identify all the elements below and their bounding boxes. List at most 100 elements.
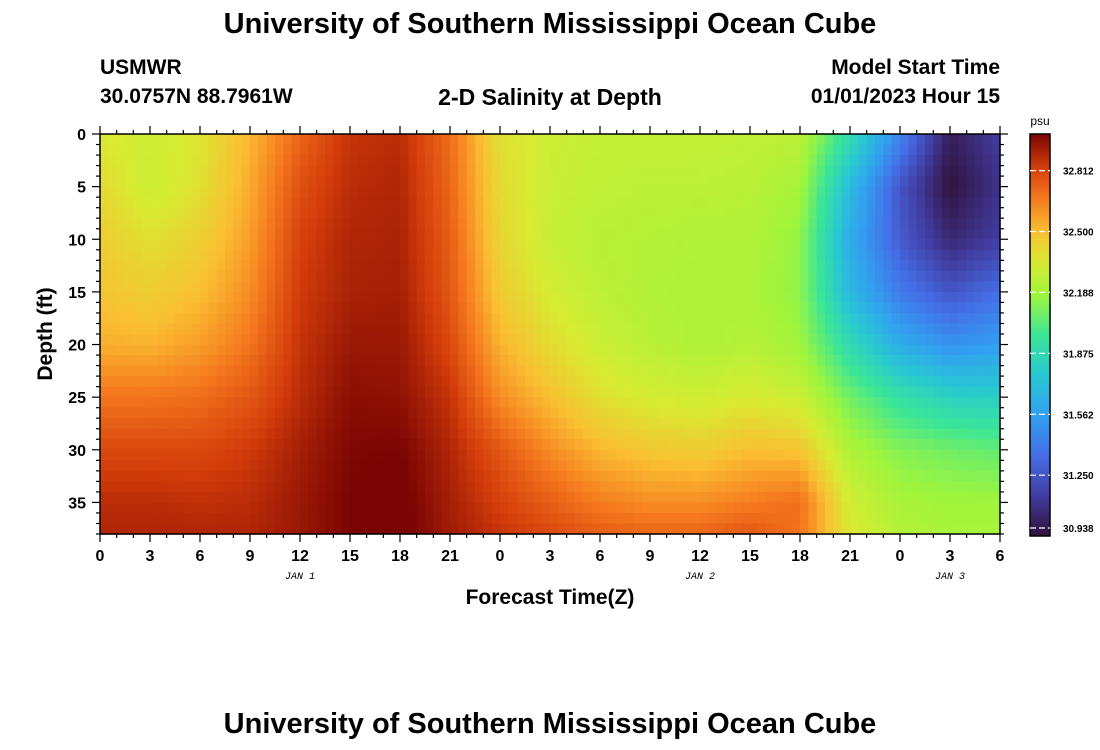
heatmap-cell (191, 176, 201, 188)
heatmap-cell (825, 228, 834, 240)
heatmap-cell (666, 418, 676, 430)
heatmap-cell (950, 344, 959, 356)
x-tick-label: 0 (496, 548, 505, 565)
heatmap-cell (775, 197, 784, 209)
heatmap-cell (116, 344, 126, 356)
heatmap-cell (750, 176, 759, 188)
heatmap-cell (775, 491, 784, 504)
heatmap-cell (991, 470, 1001, 482)
heatmap-cell (491, 249, 501, 261)
heatmap-cell (875, 281, 884, 293)
heatmap-cell (225, 239, 234, 251)
heatmap-cell (516, 334, 526, 346)
heatmap-cell (875, 323, 884, 335)
heatmap-cell (883, 312, 893, 325)
heatmap-cell (775, 449, 784, 461)
heatmap-cell (191, 334, 201, 346)
heatmap-cell (541, 365, 551, 377)
heatmap-cell (283, 344, 293, 356)
heatmap-cell (666, 449, 676, 461)
heatmap-cell (275, 491, 284, 504)
heatmap-cell (416, 186, 426, 198)
heatmap-cell (708, 502, 718, 514)
heatmap-cell (891, 418, 901, 430)
heatmap-cell (325, 365, 334, 377)
heatmap-cell (991, 281, 1001, 293)
heatmap-cell (258, 386, 268, 398)
heatmap-cell (525, 270, 534, 282)
heatmap-cell (700, 344, 709, 356)
heatmap-cell (541, 323, 551, 335)
heatmap-cell (125, 312, 134, 325)
heatmap-cell (533, 312, 543, 325)
heatmap-cell (733, 144, 743, 156)
heatmap-cell (416, 155, 426, 167)
heatmap-cell (983, 428, 993, 440)
heatmap-cell (625, 260, 634, 272)
heatmap-cell (708, 260, 718, 272)
heatmap-cell (908, 197, 918, 209)
heatmap-cell (500, 281, 509, 293)
heatmap-cell (316, 523, 326, 535)
heatmap-cell (891, 239, 901, 251)
heatmap-cell (808, 323, 818, 335)
heatmap-cell (583, 439, 593, 451)
heatmap-cell (825, 460, 834, 472)
heatmap-cell (900, 376, 909, 388)
heatmap-cell (858, 197, 868, 209)
heatmap-cell (750, 355, 759, 367)
heatmap-cell (100, 291, 109, 304)
heatmap-cell (775, 512, 784, 525)
heatmap-cell (400, 155, 409, 167)
heatmap-cell (200, 355, 209, 367)
heatmap-cell (291, 260, 301, 272)
heatmap-cell (675, 491, 684, 504)
heatmap-cell (816, 155, 826, 167)
heatmap-cell (458, 512, 468, 525)
heatmap-cell (800, 165, 809, 177)
heatmap-cell (150, 407, 159, 419)
heatmap-cell (100, 239, 109, 251)
heatmap-cell (158, 302, 168, 314)
day-label: JAN 2 (685, 572, 715, 583)
heatmap-cell (175, 523, 184, 535)
heatmap-cell (500, 228, 509, 240)
heatmap-cell (333, 355, 343, 367)
heatmap-cell (100, 228, 109, 240)
heatmap-cell (550, 186, 559, 198)
heatmap-cell (416, 491, 426, 504)
heatmap-cell (891, 439, 901, 451)
heatmap-cell (233, 312, 243, 325)
heatmap-cell (725, 228, 734, 240)
heatmap-cell (633, 249, 643, 261)
heatmap-cell (891, 134, 901, 146)
heatmap-cell (391, 397, 401, 409)
heatmap-cell (683, 491, 693, 504)
heatmap-cell (466, 281, 476, 293)
heatmap-cell (166, 165, 176, 177)
heatmap-cell (108, 281, 118, 293)
heatmap-cell (191, 155, 201, 167)
heatmap-cell (975, 165, 984, 177)
heatmap-cell (691, 344, 701, 356)
heatmap-cell (941, 376, 951, 388)
heatmap-cell (850, 249, 859, 261)
heatmap-cell (500, 428, 509, 440)
heatmap-cell (483, 397, 493, 409)
heatmap-cell (225, 155, 234, 167)
heatmap-cell (758, 176, 768, 188)
heatmap-cell (983, 186, 993, 198)
heatmap-cell (408, 449, 418, 461)
heatmap-cell (616, 323, 626, 335)
heatmap-cell (908, 155, 918, 167)
heatmap-cell (875, 302, 884, 314)
heatmap-cell (916, 260, 926, 272)
heatmap-cell (916, 376, 926, 388)
heatmap-cell (458, 449, 468, 461)
heatmap-cell (550, 418, 559, 430)
heatmap-cell (283, 491, 293, 504)
heatmap-cell (350, 397, 359, 409)
heatmap-cell (975, 376, 984, 388)
heatmap-cell (650, 439, 659, 451)
heatmap-cell (500, 323, 509, 335)
